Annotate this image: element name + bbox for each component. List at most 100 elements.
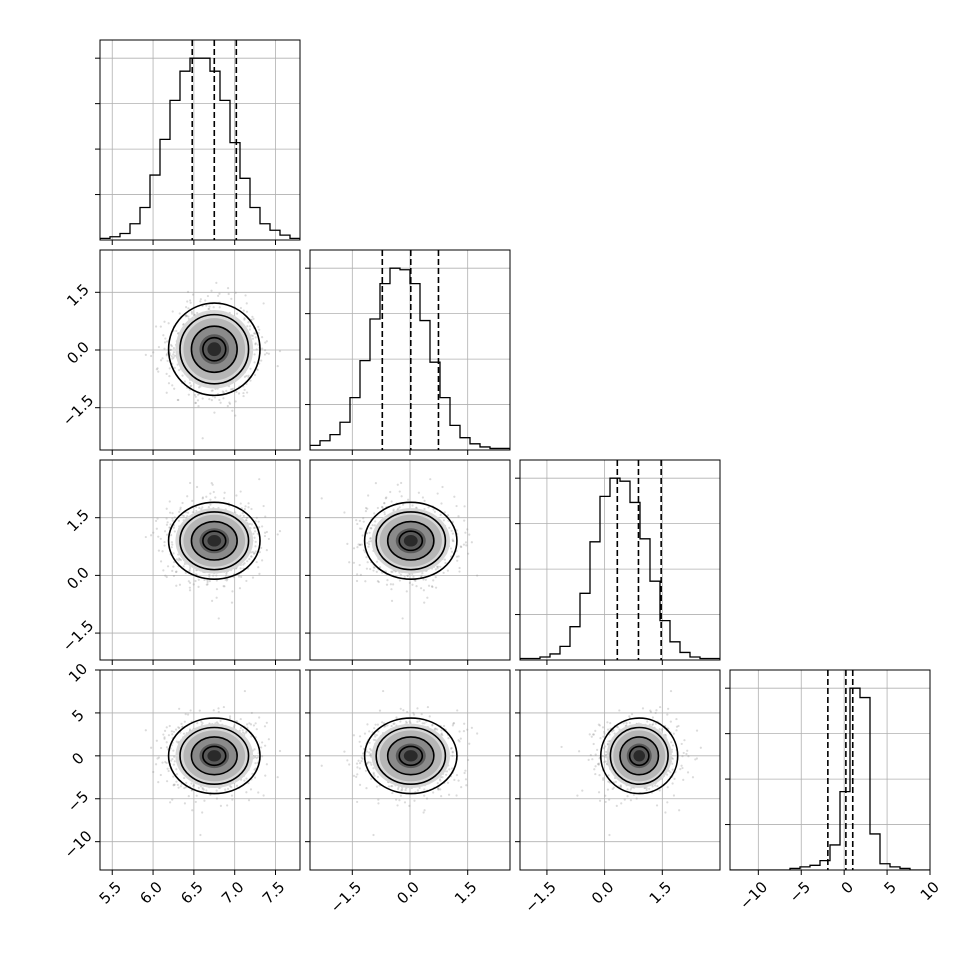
sample-point [452,722,455,725]
sample-point [178,707,181,710]
sample-point [609,722,612,725]
sample-point [157,756,161,759]
sample-point [390,588,393,591]
sample-point [172,347,175,350]
sample-point [155,739,158,742]
sample-point [365,787,368,790]
sample-point [418,786,421,790]
sample-point [166,767,169,770]
sample-point [192,784,195,787]
sample-point [375,785,379,788]
sample-point [228,717,232,720]
sample-point [246,723,249,726]
sample-point [251,550,254,554]
sample-point [365,556,368,559]
sample-point [262,302,265,305]
sample-point [246,325,249,328]
sample-point [254,540,257,543]
sample-point [185,314,188,317]
sample-point [178,510,181,513]
sample-point [253,353,256,356]
sample-point [192,583,195,586]
sample-point [439,565,442,568]
sample-point [244,505,247,508]
sample-point [170,546,173,549]
sample-point [320,497,323,500]
sample-point [257,520,260,523]
sample-point [370,777,373,780]
sample-point [464,541,468,544]
sample-point [462,543,466,546]
sample-point [257,566,260,569]
contour-line-2 [386,736,435,776]
sample-point [243,779,246,782]
contour-line-3 [202,336,227,362]
sample-point [373,524,376,527]
sample-point [178,312,181,315]
sample-point [253,748,256,751]
sample-point [260,746,263,749]
sample-point [175,558,179,561]
sample-point [237,392,241,395]
sample-point [173,530,176,533]
sample-point [157,345,161,349]
sample-point [361,757,364,761]
sample-point [399,794,402,797]
sample-point [456,559,459,562]
sample-point [245,374,248,378]
contour-line-1 [179,726,250,785]
sample-point [194,573,197,576]
sample-point [249,367,252,370]
sample-point [257,756,260,759]
sample-point [235,784,239,787]
sample-point [242,514,245,518]
sample-point [368,540,371,543]
sample-point [152,770,155,774]
sample-point [406,574,409,578]
sample-point [176,783,179,786]
sample-point [364,769,368,772]
sample-point [239,726,242,730]
sample-point [165,340,169,343]
sample-point [453,495,456,498]
sample-point [258,716,261,719]
sample-point [163,544,166,547]
sample-point [171,384,174,387]
sample-point [362,517,365,520]
sample-point [422,811,425,814]
sample-point [364,506,368,510]
contour-line-0 [167,302,261,397]
sample-point [254,343,257,346]
sample-point [154,325,158,328]
panel-frame [99,459,301,661]
sample-point [177,786,180,789]
sample-point [450,529,453,532]
sample-point [602,747,605,750]
sample-point [201,437,204,440]
sample-point [670,741,673,744]
sample-point [369,536,372,540]
sample-point [165,372,168,375]
sample-point [156,757,159,760]
sample-point [391,785,394,788]
sample-point [187,580,190,583]
sample-point [381,506,384,509]
sample-point [369,567,372,571]
sample-point [442,724,446,728]
sample-point [369,747,372,751]
sample-point [372,771,375,774]
contour-line-0 [363,717,458,795]
sample-point [374,735,377,738]
sample-point [392,583,395,586]
sample-point [196,311,199,315]
sample-point [368,543,371,546]
sample-point [436,567,439,570]
sample-point [423,507,426,511]
sample-point [210,481,213,485]
sample-point [387,785,391,788]
sample-point [258,478,261,481]
sample-point [366,561,369,564]
sample-point [378,566,382,569]
sample-point [411,583,414,586]
